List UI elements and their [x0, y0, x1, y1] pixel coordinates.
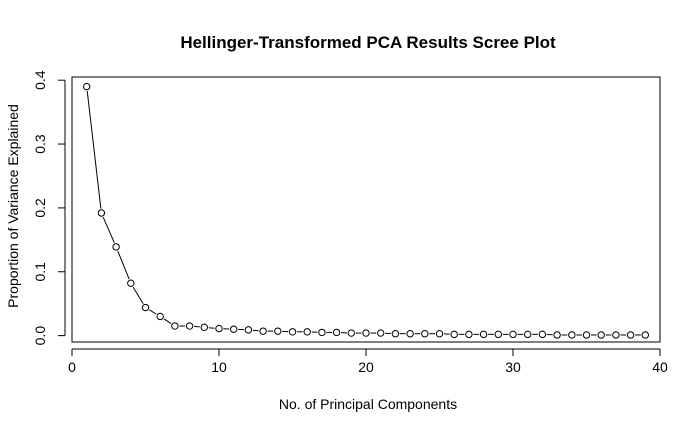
data-point [230, 325, 238, 333]
data-point [377, 329, 385, 337]
data-point [626, 331, 635, 339]
x-tick-label: 0 [68, 359, 76, 375]
data-point [524, 330, 532, 339]
series-line-segment [163, 318, 172, 324]
data-point [171, 322, 179, 330]
x-axis: 0 10 20 30 40 [68, 348, 668, 375]
plot-frame [71, 76, 661, 343]
data-point [465, 330, 473, 339]
y-tick-label: 0.2 [32, 198, 48, 218]
y-tick-label: 0.0 [32, 326, 48, 346]
data-point [612, 331, 620, 339]
data-point [215, 324, 223, 333]
series-line-segment [102, 216, 115, 243]
data-point [406, 329, 414, 338]
series-line-segment [86, 90, 102, 209]
data-point [450, 330, 458, 339]
x-tick-label: 10 [211, 359, 227, 375]
y-axis: 0.0 0.1 0.2 0.3 0.4 [32, 70, 66, 346]
data-point [244, 326, 253, 334]
data-point [274, 327, 282, 335]
data-point [141, 303, 150, 312]
data-point [318, 328, 326, 337]
data-point [83, 82, 91, 91]
data-point [288, 328, 297, 336]
data-point [479, 330, 488, 339]
x-axis-label: No. of Principal Components [279, 396, 457, 412]
data-point [127, 279, 135, 287]
data-points [83, 82, 649, 339]
data-point [185, 322, 194, 330]
y-tick-label: 0.1 [32, 262, 48, 282]
data-point [156, 312, 164, 321]
x-tick-label: 30 [505, 359, 521, 375]
data-point [538, 330, 547, 339]
series-line-segment [117, 250, 130, 280]
y-tick-label: 0.4 [32, 70, 48, 90]
data-point [509, 330, 517, 339]
data-point [97, 209, 106, 217]
series-line-segment [149, 309, 157, 315]
data-point [362, 329, 370, 337]
data-point [112, 243, 120, 251]
x-tick-label: 40 [652, 359, 668, 375]
data-point [641, 331, 649, 339]
chart-title: Hellinger-Transformed PCA Results Scree … [180, 33, 556, 52]
series-proportion-of-variance [86, 90, 641, 336]
data-point [200, 323, 209, 332]
data-point [332, 328, 341, 337]
data-point [303, 328, 311, 336]
data-point [553, 331, 561, 339]
data-point [582, 331, 591, 339]
data-point [494, 330, 502, 339]
data-point [597, 331, 605, 339]
data-point [568, 331, 576, 339]
data-point [435, 329, 444, 338]
x-tick-label: 20 [358, 359, 374, 375]
y-axis-label: Proportion of Variance Explained [5, 104, 21, 308]
data-point [391, 329, 400, 338]
y-tick-label: 0.3 [32, 134, 48, 154]
data-point [421, 329, 429, 338]
data-point [259, 327, 267, 335]
data-point [347, 329, 355, 337]
series-line-segment [132, 286, 144, 304]
